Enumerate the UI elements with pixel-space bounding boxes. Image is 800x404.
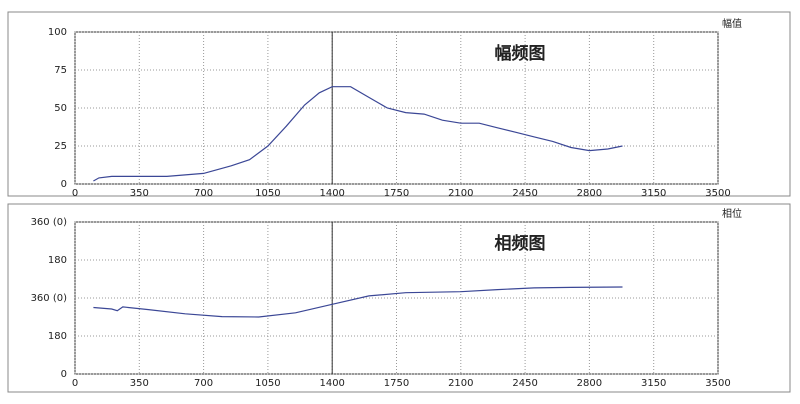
x-tick-label: 350 (130, 188, 149, 199)
x-tick-label: 3150 (641, 378, 666, 389)
y-axis-label: 幅值 (722, 17, 742, 30)
x-tick-label: 2800 (577, 188, 602, 199)
data-line (93, 286, 623, 318)
x-tick-label: 3500 (705, 188, 730, 199)
x-tick-label: 2800 (577, 378, 602, 389)
y-tick-label: 0 (61, 369, 67, 380)
x-tick-label: 1400 (319, 378, 344, 389)
x-tick-label: 3150 (641, 188, 666, 199)
x-tick-label: 1050 (255, 378, 280, 389)
y-tick-label: 25 (54, 141, 67, 152)
panel (7, 203, 791, 393)
x-tick-label: 0 (72, 378, 78, 389)
y-tick-label: 180 (48, 331, 67, 342)
y-tick-label: 180 (48, 255, 67, 266)
x-tick-label: 1050 (255, 188, 280, 199)
y-tick-label: 360 (0) (31, 293, 68, 304)
y-tick-label: 0 (61, 179, 67, 190)
y-tick-label: 360 (0) (31, 217, 68, 228)
data-line (93, 86, 623, 182)
x-tick-label: 2100 (448, 378, 473, 389)
x-tick-label: 0 (72, 188, 78, 199)
x-tick-label: 3500 (705, 378, 730, 389)
chart-title: 幅频图 (495, 43, 546, 64)
panel (7, 11, 791, 197)
x-tick-label: 1400 (319, 188, 344, 199)
chart-title: 相频图 (495, 233, 546, 254)
x-tick-label: 2450 (512, 188, 537, 199)
x-tick-label: 1750 (384, 378, 409, 389)
x-tick-label: 350 (130, 378, 149, 389)
x-tick-label: 2100 (448, 188, 473, 199)
y-tick-label: 50 (54, 103, 67, 114)
y-tick-label: 75 (54, 65, 67, 76)
x-tick-label: 700 (194, 378, 213, 389)
x-tick-label: 2450 (512, 378, 537, 389)
x-tick-label: 1750 (384, 188, 409, 199)
y-tick-label: 100 (48, 27, 67, 38)
x-tick-label: 700 (194, 188, 213, 199)
y-axis-label: 相位 (722, 207, 742, 220)
